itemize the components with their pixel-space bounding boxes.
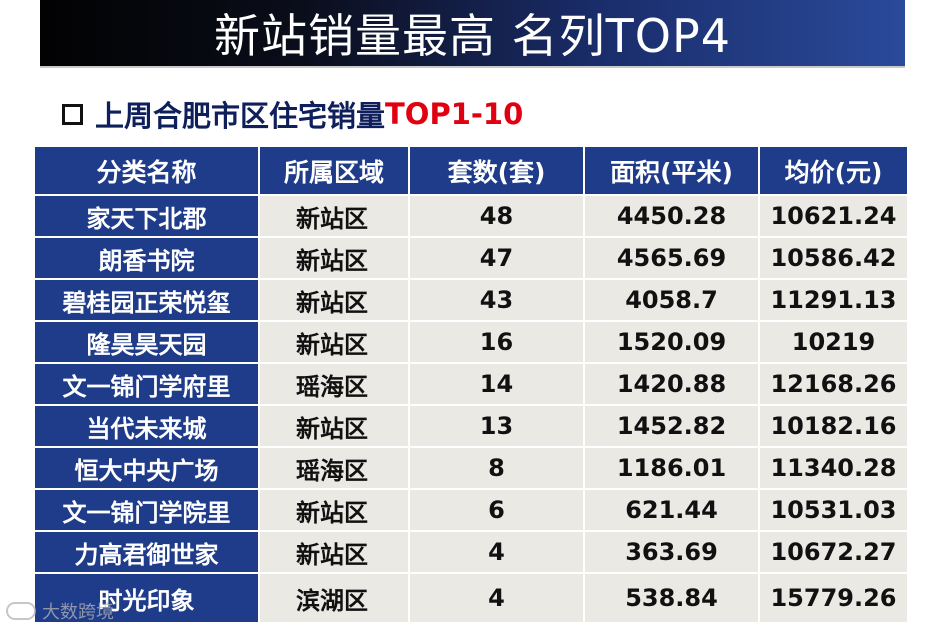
project-name-cell: 隆昊昊天园 [33, 320, 260, 364]
price-cell: 15779.26 [758, 572, 909, 624]
region-cell: 新站区 [258, 194, 410, 238]
price-cell: 10621.24 [758, 194, 909, 238]
project-name-cell: 家天下北郡 [33, 194, 260, 238]
price-cell: 11291.13 [758, 278, 909, 322]
watermark-text: 大数跨境 [42, 602, 114, 623]
area-cell: 4450.28 [583, 194, 760, 238]
region-cell: 新站区 [258, 278, 410, 322]
price-cell: 10219 [758, 320, 909, 364]
area-cell: 4565.69 [583, 236, 760, 280]
table-row: 时光印象 滨湖区 4 538.84 15779.26 [33, 572, 909, 624]
units-cell: 14 [408, 362, 585, 406]
table-row: 朗香书院 新站区 47 4565.69 10586.42 [33, 236, 909, 280]
project-name-cell: 恒大中央广场 [33, 446, 260, 490]
price-cell: 10672.27 [758, 530, 909, 574]
column-header-area: 面积(平米) [583, 145, 760, 196]
price-cell: 10182.16 [758, 404, 909, 448]
watermark: 大数跨境 [6, 598, 114, 624]
region-cell: 新站区 [258, 236, 410, 280]
price-cell: 10586.42 [758, 236, 909, 280]
table-row: 当代未来城 新站区 13 1452.82 10182.16 [33, 404, 909, 448]
table-row: 恒大中央广场 瑶海区 8 1186.01 11340.28 [33, 446, 909, 490]
area-cell: 363.69 [583, 530, 760, 574]
area-cell: 538.84 [583, 572, 760, 624]
region-cell: 滨湖区 [258, 572, 410, 624]
table-header-row: 分类名称 所属区域 套数(套) 面积(平米) 均价(元) [33, 145, 909, 196]
region-cell: 新站区 [258, 530, 410, 574]
project-name-cell: 力高君御世家 [33, 530, 260, 574]
watermark-logo-icon [6, 602, 36, 620]
sales-table: 分类名称 所属区域 套数(套) 面积(平米) 均价(元) 家天下北郡 新站区 4… [33, 145, 909, 624]
section-heading: 上周合肥市区住宅销量 TOP1-10 [62, 94, 523, 134]
units-cell: 13 [408, 404, 585, 448]
area-cell: 1452.82 [583, 404, 760, 448]
area-cell: 4058.7 [583, 278, 760, 322]
table-row: 家天下北郡 新站区 48 4450.28 10621.24 [33, 194, 909, 238]
units-cell: 43 [408, 278, 585, 322]
table-row: 碧桂园正荣悦玺 新站区 43 4058.7 11291.13 [33, 278, 909, 322]
project-name-cell: 文一锦门学府里 [33, 362, 260, 406]
region-cell: 瑶海区 [258, 362, 410, 406]
price-cell: 12168.26 [758, 362, 909, 406]
region-cell: 新站区 [258, 320, 410, 364]
region-cell: 新站区 [258, 404, 410, 448]
page-title: 新站销量最高 名列TOP4 [214, 9, 731, 63]
column-header-price: 均价(元) [758, 145, 909, 196]
area-cell: 1420.88 [583, 362, 760, 406]
price-cell: 10531.03 [758, 488, 909, 532]
project-name-cell: 当代未来城 [33, 404, 260, 448]
units-cell: 8 [408, 446, 585, 490]
column-header-region: 所属区域 [258, 145, 410, 196]
section-heading-accent: TOP1-10 [385, 97, 524, 131]
units-cell: 6 [408, 488, 585, 532]
table-row: 文一锦门学院里 新站区 6 621.44 10531.03 [33, 488, 909, 532]
table-row: 隆昊昊天园 新站区 16 1520.09 10219 [33, 320, 909, 364]
table-row: 力高君御世家 新站区 4 363.69 10672.27 [33, 530, 909, 574]
area-cell: 621.44 [583, 488, 760, 532]
units-cell: 47 [408, 236, 585, 280]
section-heading-text: 上周合肥市区住宅销量 [95, 99, 386, 133]
units-cell: 48 [408, 194, 585, 238]
region-cell: 瑶海区 [258, 446, 410, 490]
units-cell: 4 [408, 530, 585, 574]
project-name-cell: 碧桂园正荣悦玺 [33, 278, 260, 322]
region-cell: 新站区 [258, 488, 410, 532]
price-cell: 11340.28 [758, 446, 909, 490]
units-cell: 4 [408, 572, 585, 624]
project-name-cell: 朗香书院 [33, 236, 260, 280]
table-row: 文一锦门学府里 瑶海区 14 1420.88 12168.26 [33, 362, 909, 406]
title-banner: 新站销量最高 名列TOP4 [40, 0, 905, 66]
column-header-name: 分类名称 [33, 145, 260, 196]
square-bullet-icon [62, 103, 83, 125]
project-name-cell: 文一锦门学院里 [33, 488, 260, 532]
column-header-units: 套数(套) [408, 145, 585, 196]
project-name-cell: 时光印象 [33, 572, 260, 624]
units-cell: 16 [408, 320, 585, 364]
area-cell: 1520.09 [583, 320, 760, 364]
area-cell: 1186.01 [583, 446, 760, 490]
